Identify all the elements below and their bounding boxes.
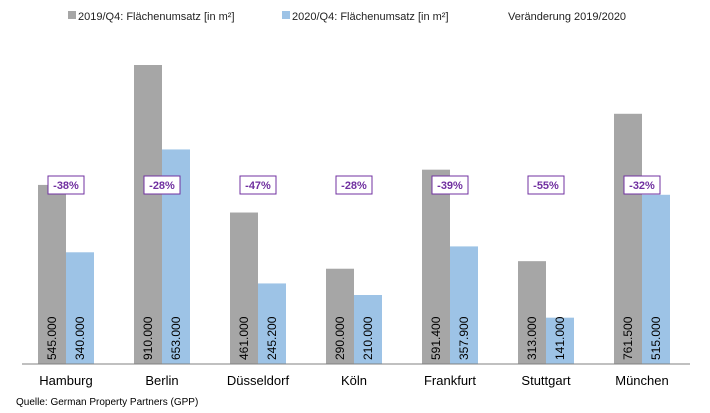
bar-labels-group: 545.000 340.000 910.000 653.000 461.000 245.2…	[45, 316, 663, 360]
bar-value-label-2020-k-ln: 210.000	[361, 316, 375, 360]
legend: 2019/Q4: Flächenumsatz [in m²] 2020/Q4: …	[68, 11, 626, 23]
category-label-d-sseldorf: Düsseldorf	[227, 373, 290, 388]
bar-value-label-2019-berlin: 910.000	[141, 316, 155, 360]
category-label-hamburg: Hamburg	[39, 373, 92, 388]
bar-2019-hamburg	[38, 184, 66, 364]
bar-value-label-2019-stuttgart: 313.000	[525, 316, 539, 360]
change-box-frankfurt	[431, 175, 469, 195]
change-box-k-ln	[335, 175, 373, 195]
legend-label-2019: 2019/Q4: Flächenumsatz [in m²]	[78, 11, 235, 23]
bar-2019-frankfurt	[422, 169, 450, 364]
bar-value-label-2020-hamburg: 340.000	[73, 316, 87, 360]
change-label-k-ln: -28%	[341, 180, 367, 192]
change-label-d-sseldorf: -47%	[245, 180, 271, 192]
bar-value-label-2020-m-nchen: 515.000	[649, 316, 663, 360]
bar-value-label-2019-m-nchen: 761.500	[621, 316, 635, 360]
bar-value-label-2020-berlin: 653.000	[169, 316, 183, 360]
source-note: Quelle: German Property Partners (GPP)	[16, 397, 198, 408]
change-label-stuttgart: -55%	[533, 180, 559, 192]
bar-2020-d-sseldorf	[258, 283, 286, 364]
bar-value-label-2020-d-sseldorf: 245.200	[265, 316, 279, 360]
category-label-frankfurt: Frankfurt	[424, 373, 476, 388]
bar-2020-stuttgart	[546, 317, 574, 364]
bar-value-label-2019-hamburg: 545.000	[45, 316, 59, 360]
category-label-k-ln: Köln	[341, 373, 367, 388]
bar-value-label-2020-frankfurt: 357.900	[457, 316, 471, 360]
legend-swatch-2019	[68, 11, 76, 19]
category-label-berlin: Berlin	[145, 373, 178, 388]
change-box-stuttgart	[527, 175, 565, 195]
bar-value-label-2019-frankfurt: 591.400	[429, 316, 443, 360]
bar-2020-m-nchen	[642, 194, 670, 364]
change-label-m-nchen: -32%	[629, 180, 655, 192]
change-labels-group: -38% -28% -47% -28% -39% -55% -32%	[47, 175, 661, 195]
bar-value-label-2019-k-ln: 290.000	[333, 316, 347, 360]
bar-value-label-2020-stuttgart: 141.000	[553, 316, 567, 360]
bar-2019-m-nchen	[614, 113, 642, 365]
bar-2019-k-ln	[326, 268, 354, 364]
bar-value-label-2019-d-sseldorf: 461.000	[237, 316, 251, 360]
bar-2020-hamburg	[66, 252, 94, 364]
category-label-stuttgart: Stuttgart	[521, 373, 571, 388]
bar-2020-frankfurt	[450, 246, 478, 364]
bar-2019-stuttgart	[518, 261, 546, 364]
legend-label-2020: 2020/Q4: Flächenumsatz [in m²]	[292, 11, 449, 23]
category-label-m-nchen: München	[615, 373, 668, 388]
bar-2019-d-sseldorf	[230, 212, 258, 364]
change-box-d-sseldorf	[239, 175, 277, 195]
change-box-m-nchen	[623, 175, 661, 195]
bars-group	[38, 65, 670, 365]
bar-2020-k-ln	[354, 295, 382, 364]
change-box-berlin	[143, 175, 181, 195]
category-labels-group: Hamburg Berlin Düsseldorf Köln Frankfurt Stut…	[39, 373, 668, 388]
change-label-frankfurt: -39%	[437, 180, 463, 192]
change-box-hamburg	[47, 175, 85, 195]
legend-swatch-2020	[282, 11, 290, 19]
bar-2019-berlin	[134, 65, 162, 364]
change-label-hamburg: -38%	[53, 180, 79, 192]
change-label-berlin: -28%	[149, 180, 175, 192]
legend-label-change: Veränderung 2019/2020	[508, 11, 626, 23]
